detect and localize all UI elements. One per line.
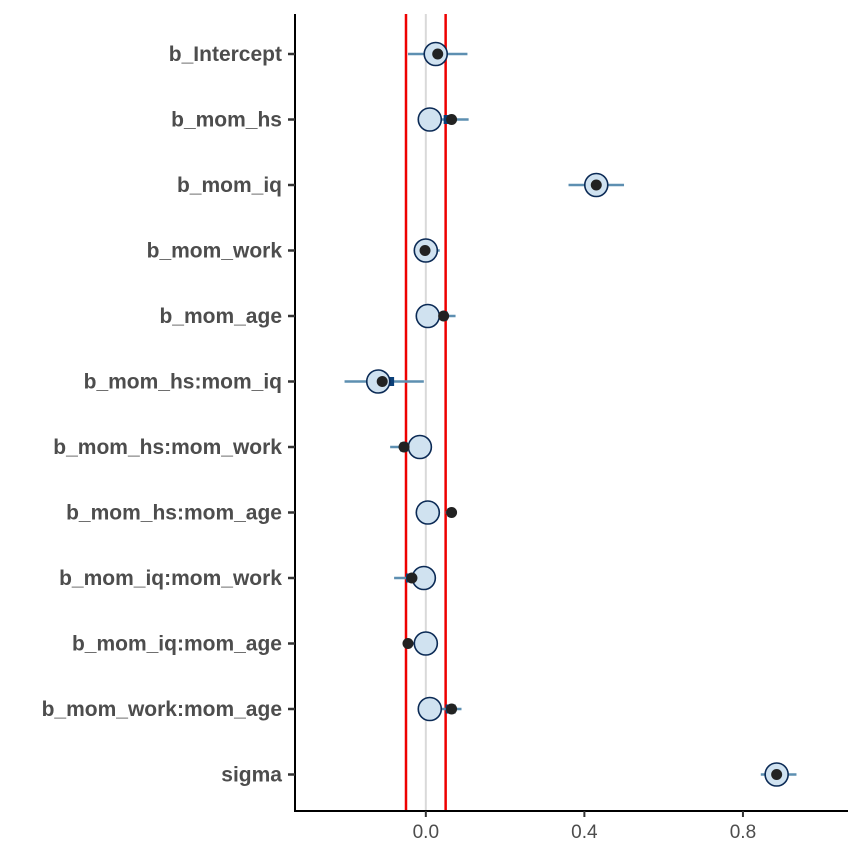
point-b-mom-hs bbox=[446, 114, 458, 125]
reference-circle-b-mom-work-mom-age bbox=[417, 696, 443, 722]
y-tick-label-b-intercept: b_Intercept bbox=[169, 43, 282, 66]
point-b-mom-iq-mom-work bbox=[406, 572, 418, 584]
axes bbox=[294, 14, 848, 812]
y-tick-label-b-mom-hs-mom-iq: b_mom_hs:mom_iq bbox=[84, 371, 282, 394]
x-tick-label-2: 0.8 bbox=[730, 822, 756, 843]
y-tick-label-b-mom-iq: b_mom_iq bbox=[177, 174, 282, 197]
point-sigma bbox=[771, 769, 783, 780]
y-tick-label-b-mom-work-mom-age: b_mom_work:mom_age bbox=[42, 698, 282, 721]
y-tick-label-sigma: sigma bbox=[221, 764, 282, 787]
y-tick-label-b-mom-work: b_mom_work bbox=[147, 240, 283, 263]
y-tick-label-b-mom-iq-mom-age: b_mom_iq:mom_age bbox=[72, 633, 282, 656]
y-tick-label-b-mom-age: b_mom_age bbox=[159, 305, 282, 328]
y-tick-label-b-mom-hs-mom-work: b_mom_hs:mom_work bbox=[53, 436, 282, 459]
y-tick-label-b-mom-hs: b_mom_hs bbox=[171, 109, 282, 132]
point-b-mom-hs-mom-iq bbox=[376, 376, 388, 387]
reference-circle-b-mom-hs bbox=[417, 107, 443, 132]
y-axis-ticks: b_Intercept b_mom_hs b_mom_iq b_mom_work b_m… bbox=[42, 43, 295, 787]
point-b-mom-hs-mom-work bbox=[398, 441, 410, 453]
point-b-mom-work-mom-age bbox=[446, 703, 458, 715]
point-b-intercept bbox=[432, 48, 444, 60]
reference-circle-b-mom-age bbox=[415, 303, 441, 329]
reference-circle-b-mom-hs-mom-age bbox=[415, 500, 441, 525]
x-axis-ticks: 0.0 0.4 0.8 bbox=[413, 811, 756, 843]
interval-marks bbox=[344, 41, 797, 787]
point-b-mom-work bbox=[419, 245, 431, 256]
point-b-mom-iq-mom-age bbox=[402, 638, 414, 649]
y-tick-label-b-mom-iq-mom-work: b_mom_iq:mom_work bbox=[59, 567, 282, 590]
x-tick-label-1: 0.4 bbox=[571, 822, 598, 843]
point-b-mom-iq bbox=[590, 179, 602, 191]
point-b-mom-hs-mom-age bbox=[446, 507, 458, 518]
reference-circle-b-mom-hs-mom-work bbox=[407, 434, 433, 460]
x-tick-label-0: 0.0 bbox=[413, 822, 439, 843]
reference-lines bbox=[404, 14, 447, 811]
y-tick-label-b-mom-hs-mom-age: b_mom_hs:mom_age bbox=[66, 502, 282, 525]
point-b-mom-age bbox=[438, 310, 450, 322]
reference-circle-b-mom-iq-mom-age bbox=[413, 631, 439, 656]
